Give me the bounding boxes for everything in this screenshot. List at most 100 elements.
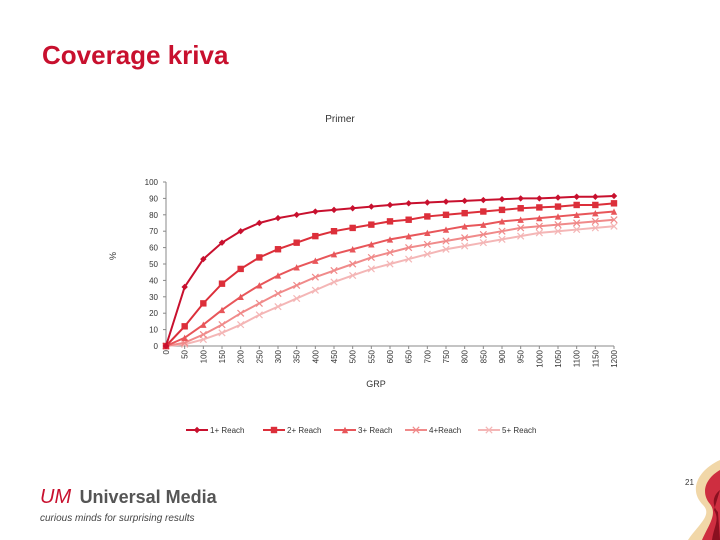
data-point — [517, 232, 525, 240]
y-tick-label: 90 — [149, 194, 158, 203]
data-point — [368, 203, 375, 210]
y-tick-label: 100 — [145, 178, 159, 187]
y-tick-label: 20 — [149, 309, 158, 318]
data-point — [461, 234, 469, 242]
data-point — [517, 224, 525, 232]
data-point — [218, 329, 226, 337]
data-point — [442, 211, 450, 218]
data-point — [256, 254, 263, 261]
data-point — [592, 201, 599, 209]
data-point — [480, 196, 487, 204]
y-tick-label: 0 — [154, 342, 159, 351]
data-point — [237, 265, 244, 273]
data-point — [386, 260, 394, 268]
data-point — [386, 201, 394, 209]
data-point — [293, 294, 301, 303]
chart-title: Primer — [325, 114, 355, 125]
data-point — [256, 219, 263, 227]
data-point — [293, 239, 300, 246]
x-tick-label: 200 — [237, 349, 246, 363]
data-point — [610, 200, 618, 207]
x-tick-label: 950 — [517, 349, 526, 363]
data-point — [554, 194, 562, 201]
data-point — [573, 219, 581, 227]
data-point — [498, 218, 506, 225]
data-point — [442, 198, 450, 205]
data-point — [554, 227, 562, 235]
data-point — [312, 232, 319, 240]
tagline: curious minds for surprising results — [40, 513, 195, 524]
logo-text: Universal Media — [79, 487, 217, 507]
legend-label: 2+ Reach — [287, 426, 321, 435]
data-point — [610, 208, 618, 215]
data-point — [274, 289, 282, 298]
data-point — [591, 217, 599, 225]
x-tick-label: 250 — [255, 349, 264, 363]
x-tick-label: 50 — [181, 349, 190, 358]
data-point — [274, 303, 282, 311]
x-tick-label: 650 — [405, 349, 414, 363]
data-point — [237, 321, 245, 329]
data-point — [181, 283, 188, 291]
legend-item: 3+ Reach — [334, 426, 392, 435]
data-point — [442, 245, 450, 253]
data-point — [592, 209, 599, 217]
data-point — [367, 253, 375, 262]
data-point — [200, 300, 207, 307]
data-point — [442, 226, 450, 233]
x-tick-label: 0 — [162, 349, 171, 354]
y-tick-label: 10 — [149, 326, 158, 335]
slide-title: Coverage kriva — [42, 40, 229, 70]
data-point — [535, 229, 543, 237]
legend-label: 5+ Reach — [502, 426, 536, 435]
data-point — [330, 228, 338, 235]
x-tick-label: 800 — [461, 349, 470, 363]
logo-mark: UM — [40, 486, 72, 508]
x-tick-label: 1050 — [554, 349, 563, 367]
data-point — [554, 203, 562, 210]
data-point — [461, 223, 468, 230]
data-point — [479, 239, 487, 247]
data-point — [573, 201, 580, 209]
chart-legend: 1+ Reach 2+ Reach 3+ Reach 4+Reach 5+ Reach — [186, 426, 536, 435]
x-tick-label: 400 — [311, 349, 320, 363]
x-tick-label: 850 — [479, 349, 488, 363]
data-point — [199, 330, 207, 339]
data-point — [498, 227, 506, 235]
data-point — [162, 342, 170, 350]
x-tick-label: 1150 — [591, 349, 600, 367]
data-point — [517, 216, 524, 223]
data-point — [330, 266, 338, 275]
data-point — [573, 193, 580, 200]
data-point — [200, 321, 207, 328]
x-tick-label: 450 — [330, 349, 339, 363]
data-point — [386, 236, 394, 243]
legend-label: 4+Reach — [429, 426, 461, 435]
legend-marker — [270, 426, 278, 434]
data-point — [536, 195, 543, 202]
data-point — [498, 196, 506, 203]
data-point — [218, 306, 226, 314]
data-point — [293, 281, 301, 289]
data-point — [517, 205, 524, 212]
data-point — [293, 264, 300, 271]
data-point — [274, 214, 282, 222]
data-point — [498, 235, 506, 244]
series-4 — [162, 216, 618, 350]
data-point — [386, 248, 394, 257]
y-tick-label: 60 — [149, 244, 158, 253]
y-tick-label: 80 — [149, 211, 158, 220]
data-point — [312, 208, 319, 215]
data-point — [424, 229, 431, 237]
x-tick-label: 750 — [442, 349, 451, 363]
data-point — [181, 323, 188, 330]
data-point — [349, 271, 357, 280]
data-point — [311, 273, 319, 281]
data-point — [311, 286, 319, 294]
data-point — [349, 260, 357, 268]
data-point — [424, 199, 431, 206]
data-point — [405, 255, 413, 263]
page-number: 21 — [685, 478, 694, 487]
